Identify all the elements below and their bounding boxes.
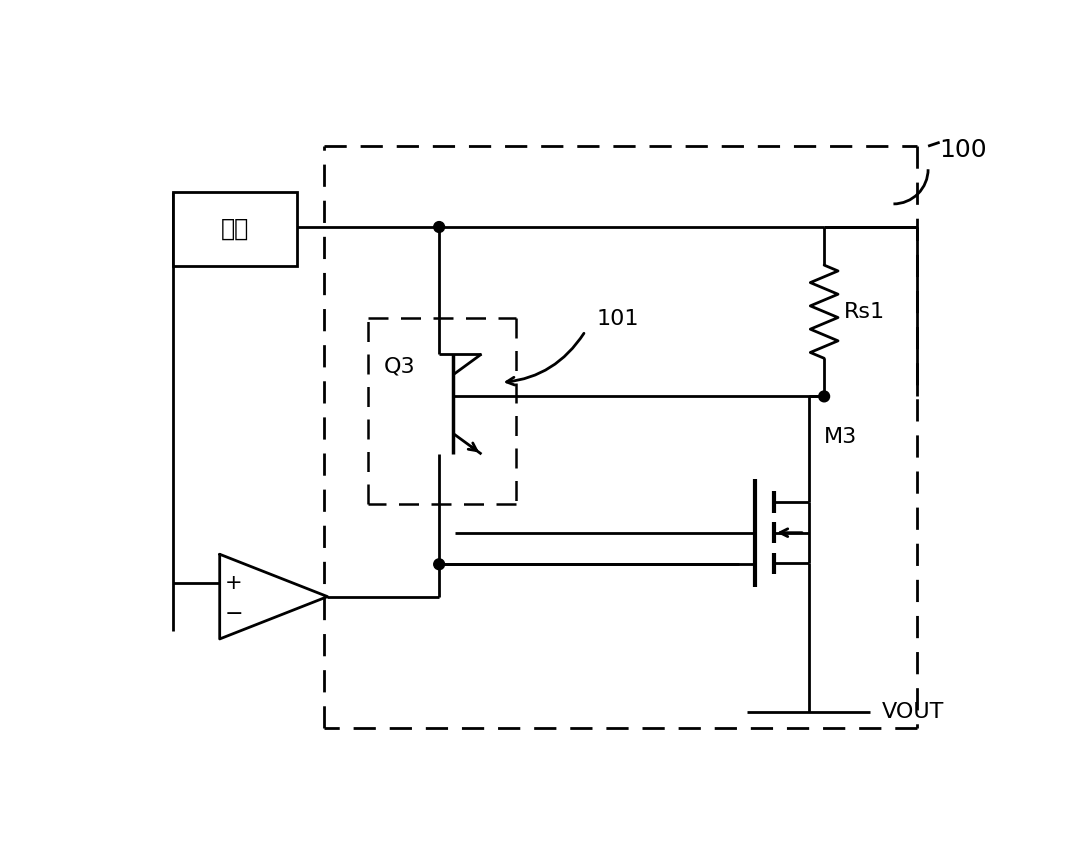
Text: 101: 101: [597, 310, 639, 330]
Text: Q3: Q3: [383, 356, 415, 376]
Text: VOUT: VOUT: [882, 702, 944, 722]
Text: +: +: [224, 573, 243, 593]
Circle shape: [433, 221, 444, 233]
FancyBboxPatch shape: [173, 192, 296, 266]
Text: M3: M3: [824, 427, 857, 447]
Circle shape: [433, 559, 444, 570]
Text: 电源: 电源: [221, 217, 249, 241]
Text: −: −: [224, 604, 243, 624]
Text: 100: 100: [940, 138, 988, 163]
Text: Rs1: Rs1: [843, 302, 884, 322]
Circle shape: [819, 391, 830, 401]
